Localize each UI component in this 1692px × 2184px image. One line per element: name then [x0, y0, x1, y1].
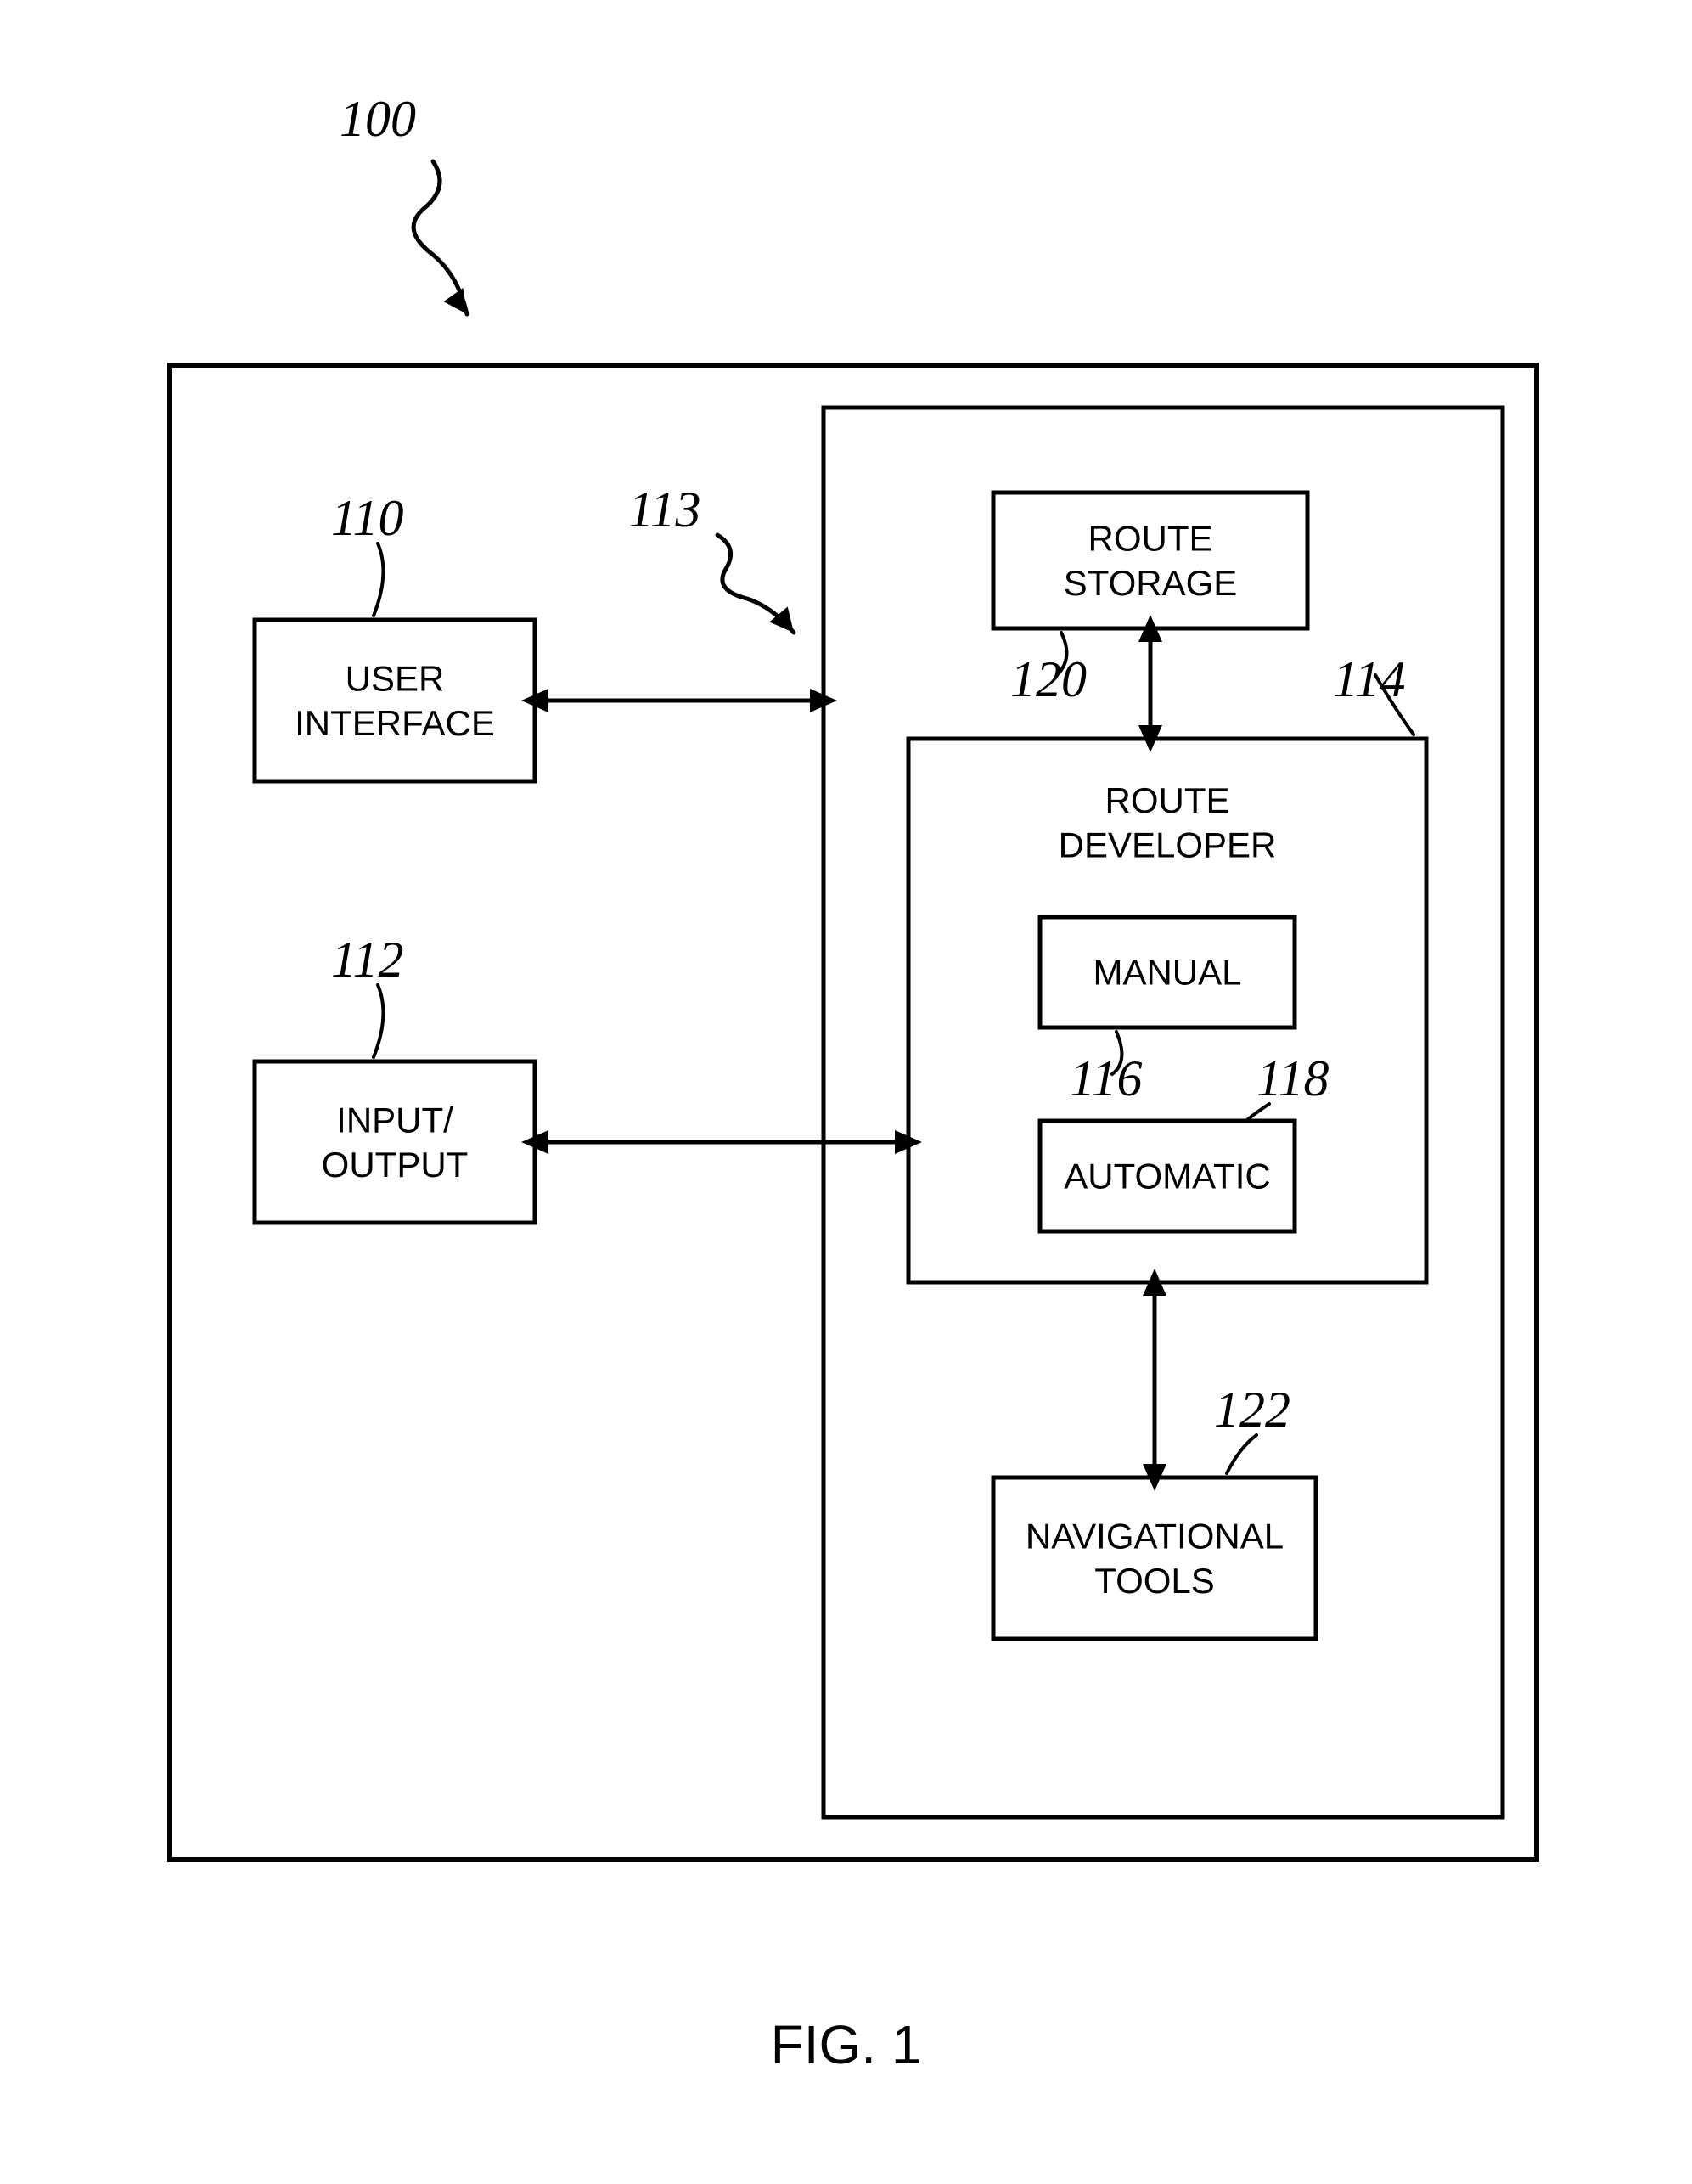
leader-nav_tools	[1227, 1435, 1256, 1473]
route-developer-box-label: DEVELOPER	[1059, 825, 1277, 865]
leader-input_output	[374, 985, 383, 1057]
route-developer-box: ROUTE DEVELOPER	[908, 739, 1426, 1282]
input-output-box-label: OUTPUT	[322, 1145, 469, 1185]
input-output-box: INPUT/OUTPUT	[255, 1061, 535, 1223]
leader-user_interface	[374, 543, 383, 616]
automatic-box-label: AUTOMATIC	[1064, 1157, 1270, 1196]
user-interface-box: USER INTERFACE	[255, 620, 535, 781]
ref-114: 114	[1333, 651, 1406, 707]
figure-label: FIG. 1	[771, 2014, 922, 2075]
manual-box: MANUAL	[1040, 917, 1295, 1027]
ref-120: 120	[1010, 651, 1087, 707]
inner-subsystem-box	[824, 408, 1503, 1817]
ref-118: 118	[1256, 1050, 1329, 1106]
route-storage-box-label: ROUTE	[1088, 518, 1213, 558]
manual-box-label: MANUAL	[1093, 953, 1241, 993]
ref-113: 113	[628, 481, 701, 538]
user-interface-box-label: INTERFACE	[295, 703, 495, 743]
nav-tools-box-label: TOOLS	[1094, 1561, 1215, 1601]
ref-100: 100	[340, 91, 416, 147]
nav-tools-box-label: NAVIGATIONAL	[1026, 1516, 1284, 1556]
ref-110: 110	[331, 490, 404, 546]
nav-tools-box: NAVIGATIONAL TOOLS	[993, 1478, 1316, 1639]
route-storage-box: ROUTE STORAGE	[993, 493, 1307, 628]
ref-116: 116	[1070, 1050, 1143, 1106]
route-developer-box-label: ROUTE	[1105, 780, 1230, 820]
ref-100-arrowhead	[443, 288, 467, 314]
route-storage-box-label: STORAGE	[1064, 563, 1238, 603]
ref-112: 112	[331, 932, 404, 988]
user-interface-box-label: USER	[346, 658, 445, 698]
input-output-box-label: INPUT/	[336, 1100, 453, 1140]
automatic-box: AUTOMATIC	[1040, 1121, 1295, 1231]
ref-122: 122	[1214, 1382, 1290, 1438]
